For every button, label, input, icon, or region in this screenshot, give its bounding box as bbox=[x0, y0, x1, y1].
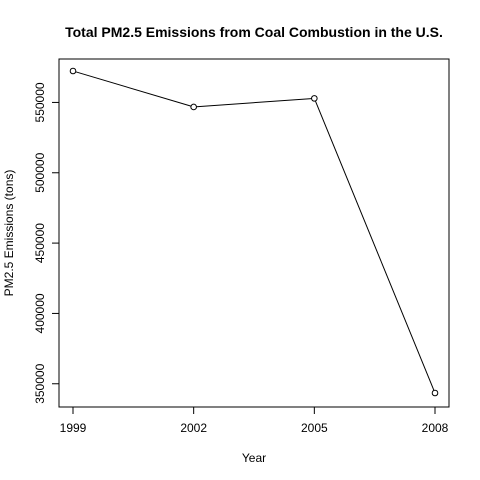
series-line-segment bbox=[314, 100, 435, 391]
y-tick-label: 450000 bbox=[33, 223, 47, 263]
series-group bbox=[69, 67, 439, 397]
x-tick-label: 2002 bbox=[180, 421, 207, 435]
y-axis: 350000 400000 450000 500000 550000 bbox=[33, 82, 60, 404]
chart-title: Total PM2.5 Emissions from Coal Combusti… bbox=[65, 24, 443, 40]
series-line-segment bbox=[75, 71, 192, 107]
x-tick-label: 2008 bbox=[422, 421, 449, 435]
y-tick-label: 400000 bbox=[33, 293, 47, 333]
data-point bbox=[311, 95, 318, 102]
x-axis: 1999 2002 2005 2008 bbox=[60, 406, 449, 435]
plot-box bbox=[58, 58, 450, 408]
x-axis-label: Year bbox=[242, 451, 266, 465]
data-point bbox=[431, 389, 439, 397]
data-point bbox=[69, 67, 77, 75]
x-tick-label: 1999 bbox=[60, 421, 87, 435]
series-line-segment bbox=[196, 98, 312, 108]
data-point bbox=[190, 103, 197, 111]
x-tick-label: 2005 bbox=[301, 421, 328, 435]
y-tick-label: 350000 bbox=[33, 363, 47, 403]
y-axis-label: PM2.5 Emissions (tons) bbox=[2, 170, 16, 297]
y-tick-label: 550000 bbox=[33, 82, 47, 122]
y-tick-label: 500000 bbox=[33, 152, 47, 192]
